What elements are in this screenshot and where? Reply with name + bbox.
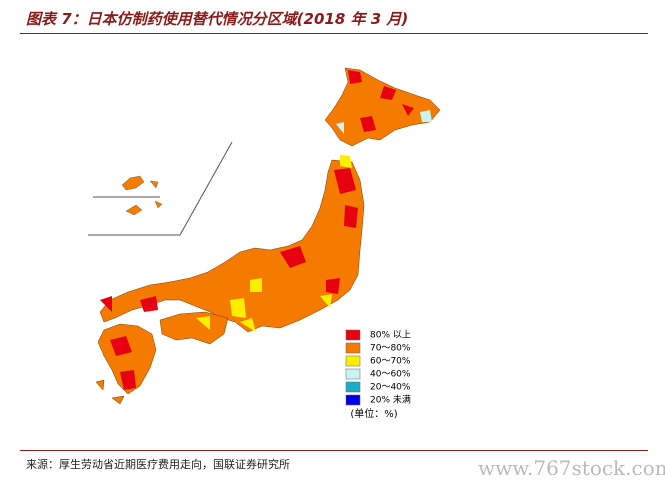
mid-regions [196, 155, 352, 332]
legend-label: 80% 以上 [370, 330, 411, 341]
source: 来源：厚生劳动省近期医疗费用走向，国联证券研究所 [26, 458, 290, 471]
legend-label: 70～80% [370, 344, 411, 354]
legend-swatch [345, 394, 361, 406]
honshu [99, 159, 365, 333]
islands [121, 175, 163, 216]
legend-unit: (单位：%) [350, 407, 397, 420]
rule [20, 450, 648, 451]
okinawa-inset [88, 141, 233, 236]
high-regions [100, 70, 414, 390]
legend-label: 20% 未满 [370, 394, 411, 406]
legend-swatch [345, 329, 361, 341]
legend-swatch [345, 342, 361, 354]
shikoku [159, 311, 229, 345]
legend-label: 40～60% [370, 370, 411, 380]
legend-label: 20～40% [370, 383, 411, 393]
title: 图表 7：日本仿制药使用替代情况分区域(2018 年 3 月) [26, 10, 409, 28]
watermark: www.767stock.com [478, 456, 665, 480]
legend-swatch [345, 381, 361, 393]
legend-label: 60～70% [370, 357, 411, 367]
legend-swatch [345, 368, 361, 380]
legend: 80% 以上 70～80% 60～70% 40～60% 20～40%20% 未满 [345, 329, 411, 406]
low-regions [336, 110, 432, 134]
legend-swatch [345, 355, 361, 367]
rule [20, 33, 648, 34]
japan [95, 67, 441, 405]
hokkaido [324, 67, 441, 147]
